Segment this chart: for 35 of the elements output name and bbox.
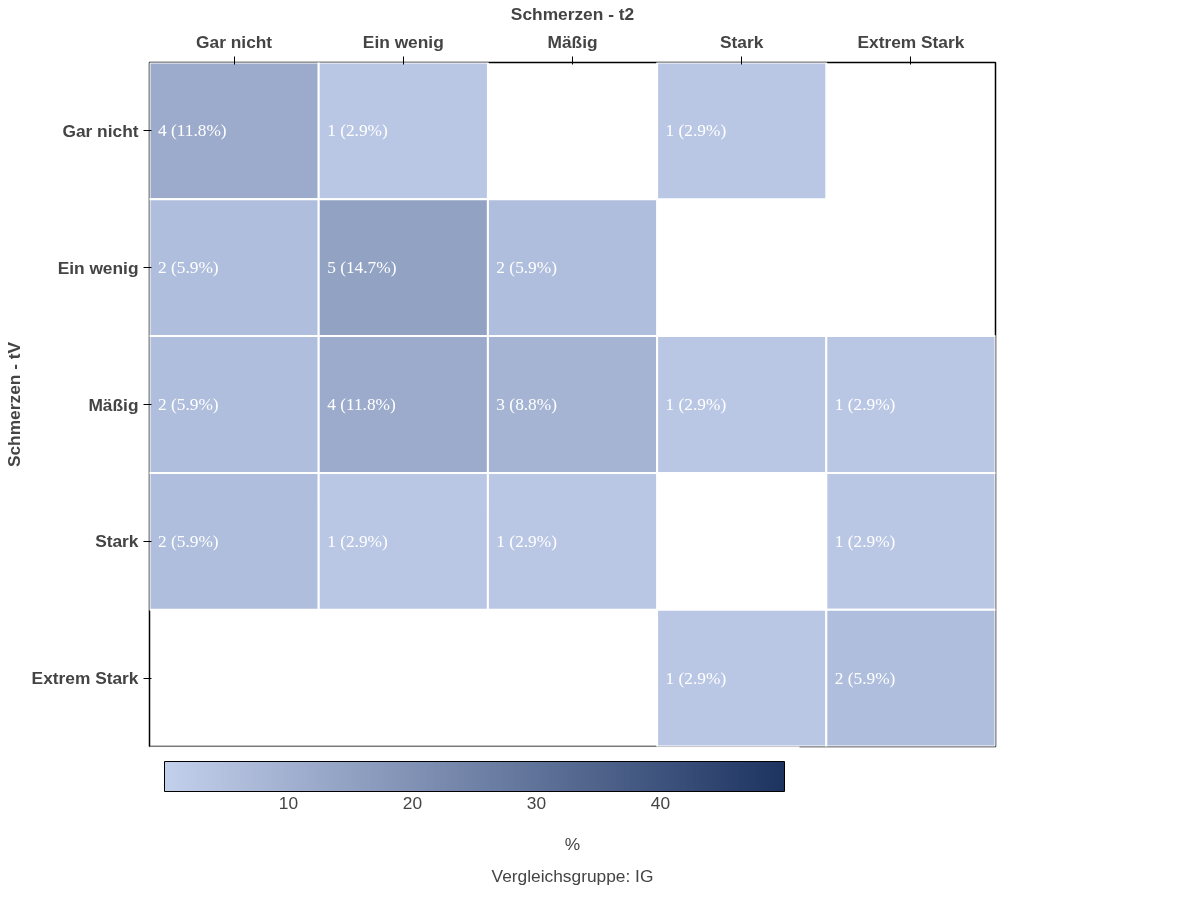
data-label: 1 (2.9%) bbox=[496, 531, 558, 551]
data-label: 1 (2.9%) bbox=[834, 395, 896, 414]
data-label: 1 (2.9%) bbox=[665, 668, 727, 688]
color-bar-title: % bbox=[564, 833, 581, 854]
data-label: 5 (14.7%) bbox=[327, 258, 397, 278]
data-label: 1 (2.9%) bbox=[327, 531, 389, 551]
data-label: 3 (8.8%) bbox=[496, 395, 558, 414]
y-tick-label: Extrem Stark bbox=[31, 668, 139, 689]
data-label: 1 (2.9%) bbox=[834, 531, 896, 551]
x-tick-label: Mäßig bbox=[547, 31, 598, 52]
data-label: 1 (2.9%) bbox=[665, 121, 727, 141]
x-tick-label: Ein wenig bbox=[362, 31, 444, 52]
y-tick-label: Ein wenig bbox=[57, 257, 139, 278]
y-axis-title: Schmerzen - tV bbox=[3, 341, 24, 468]
data-label: 2 (5.9%) bbox=[157, 395, 219, 414]
x-tick-label: Gar nicht bbox=[196, 31, 273, 52]
data-label: 4 (11.8%) bbox=[327, 395, 397, 414]
data-label: 2 (5.9%) bbox=[834, 668, 896, 688]
data-label: 2 (5.9%) bbox=[157, 258, 219, 278]
color-bar-label: 40 bbox=[650, 792, 671, 813]
y-tick-label: Gar nicht bbox=[62, 120, 139, 141]
data-label: 2 (5.9%) bbox=[157, 531, 219, 551]
x-axis-title: Schmerzen - t2 bbox=[510, 3, 635, 24]
data-label: 2 (5.9%) bbox=[496, 258, 558, 278]
data-label: 1 (2.9%) bbox=[327, 121, 389, 141]
y-tick-label: Mäßig bbox=[88, 394, 139, 415]
color-bar-label: 10 bbox=[278, 792, 299, 813]
y-tick-label: Stark bbox=[95, 531, 139, 552]
text: Vergleichsgruppe: IG bbox=[491, 865, 654, 886]
x-tick-label: Stark bbox=[720, 31, 764, 52]
data-label: 1 (2.9%) bbox=[665, 395, 727, 414]
color-bar-label: 20 bbox=[402, 792, 423, 813]
data-label: 4 (11.8%) bbox=[157, 121, 227, 141]
x-tick-label: Extrem Stark bbox=[857, 31, 965, 52]
color-bar-label: 30 bbox=[526, 792, 547, 813]
